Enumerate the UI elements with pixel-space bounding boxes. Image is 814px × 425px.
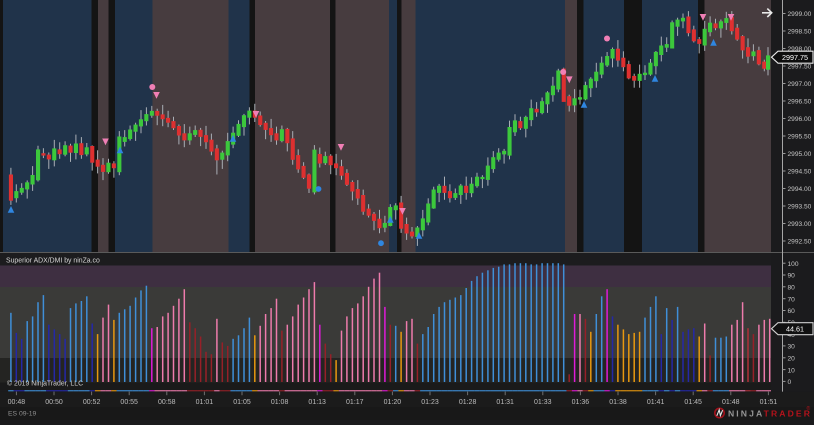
svg-text:60: 60 <box>788 308 796 315</box>
svg-text:2996.50: 2996.50 <box>788 99 812 106</box>
svg-text:70: 70 <box>788 296 796 303</box>
svg-text:01:05: 01:05 <box>233 399 251 406</box>
svg-text:00:50: 00:50 <box>45 399 63 406</box>
svg-text:2994.00: 2994.00 <box>788 186 812 193</box>
svg-text:2993.50: 2993.50 <box>788 204 812 211</box>
svg-text:01:51: 01:51 <box>760 399 778 406</box>
svg-text:30: 30 <box>788 344 796 351</box>
svg-text:01:23: 01:23 <box>421 399 439 406</box>
svg-text:NINJATRADER: NINJATRADER <box>728 408 812 418</box>
svg-text:© 2019 NinjaTrader, LLC: © 2019 NinjaTrader, LLC <box>7 380 83 388</box>
svg-text:00:55: 00:55 <box>120 399 138 406</box>
svg-text:01:01: 01:01 <box>196 399 214 406</box>
svg-text:Superior ADX/DMI by ninZa.co: Superior ADX/DMI by ninZa.co <box>6 258 100 265</box>
svg-text:01:20: 01:20 <box>384 399 402 406</box>
svg-text:00:52: 00:52 <box>83 399 101 406</box>
svg-text:2996.00: 2996.00 <box>788 116 812 123</box>
svg-text:2992.50: 2992.50 <box>788 239 812 246</box>
svg-text:20: 20 <box>788 356 796 363</box>
svg-text:2998.00: 2998.00 <box>788 46 812 53</box>
svg-text:10: 10 <box>788 367 796 374</box>
svg-text:2997.75: 2997.75 <box>782 53 808 62</box>
svg-text:01:17: 01:17 <box>346 399 364 406</box>
svg-text:90: 90 <box>788 273 796 280</box>
svg-text:0: 0 <box>788 379 792 386</box>
svg-text:01:38: 01:38 <box>609 399 627 406</box>
svg-text:2998.50: 2998.50 <box>788 29 812 36</box>
svg-text:2993.00: 2993.00 <box>788 221 812 228</box>
svg-text:00:48: 00:48 <box>8 399 26 406</box>
svg-text:ES 09-19: ES 09-19 <box>8 411 37 418</box>
svg-text:01:45: 01:45 <box>684 399 702 406</box>
svg-text:01:08: 01:08 <box>271 399 289 406</box>
svg-text:2997.50: 2997.50 <box>788 64 812 71</box>
svg-text:2997.00: 2997.00 <box>788 81 812 88</box>
svg-text:100: 100 <box>788 261 799 268</box>
svg-text:00:58: 00:58 <box>158 399 176 406</box>
svg-text:01:48: 01:48 <box>722 399 740 406</box>
svg-text:2995.50: 2995.50 <box>788 134 812 141</box>
svg-text:2994.50: 2994.50 <box>788 169 812 176</box>
svg-text:80: 80 <box>788 285 796 292</box>
svg-text:40: 40 <box>788 332 796 339</box>
svg-text:2995.00: 2995.00 <box>788 151 812 158</box>
svg-text:44.61: 44.61 <box>786 325 804 334</box>
svg-text:01:33: 01:33 <box>534 399 552 406</box>
svg-text:01:13: 01:13 <box>308 399 326 406</box>
svg-text:01:36: 01:36 <box>572 399 590 406</box>
svg-text:01:28: 01:28 <box>459 399 477 406</box>
svg-text:®: ® <box>807 405 811 412</box>
svg-text:01:31: 01:31 <box>496 399 514 406</box>
svg-text:01:41: 01:41 <box>647 399 665 406</box>
svg-text:2999.00: 2999.00 <box>788 11 812 18</box>
